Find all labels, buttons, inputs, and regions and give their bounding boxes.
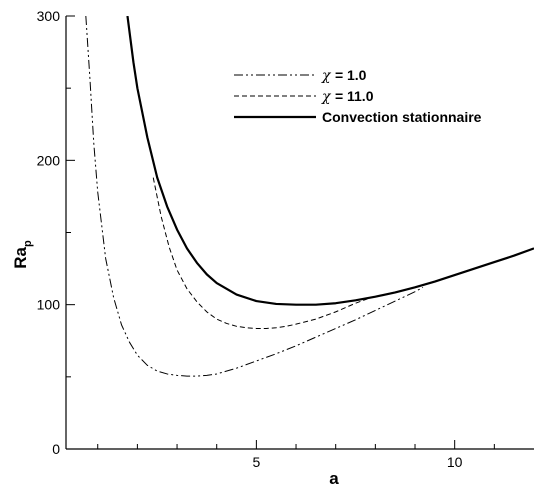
x-tick-label: 10 [447,454,463,470]
plot-area: 0 100 200 300 5 10 [37,8,534,470]
legend-label-3: Convection stationnaire [322,109,482,125]
y-tick-label: 0 [52,441,60,457]
legend: χ = 1.0 χ = 11.0 Convection stationnaire [234,67,482,125]
y-axis-title: Rap [11,240,34,269]
y-axis-title-subscript: p [22,240,34,247]
x-axis-title: a [329,469,339,488]
legend-label-2: χ = 11.0 [321,88,374,105]
series-line-1 [85,16,424,377]
y-tick-label: 100 [37,297,61,313]
tick-group: 0 100 200 300 5 10 [37,8,495,470]
x-tick-label: 5 [252,454,260,470]
series-line-2 [152,177,368,329]
y-tick-label: 300 [37,8,61,24]
y-tick-label: 200 [37,152,61,168]
svg-text:Rap: Rap [11,240,34,269]
legend-label-1: χ = 1.0 [321,67,367,84]
series-group [85,16,534,377]
series-line-3 [126,16,534,306]
y-axis-title-main: Ra [11,246,30,268]
